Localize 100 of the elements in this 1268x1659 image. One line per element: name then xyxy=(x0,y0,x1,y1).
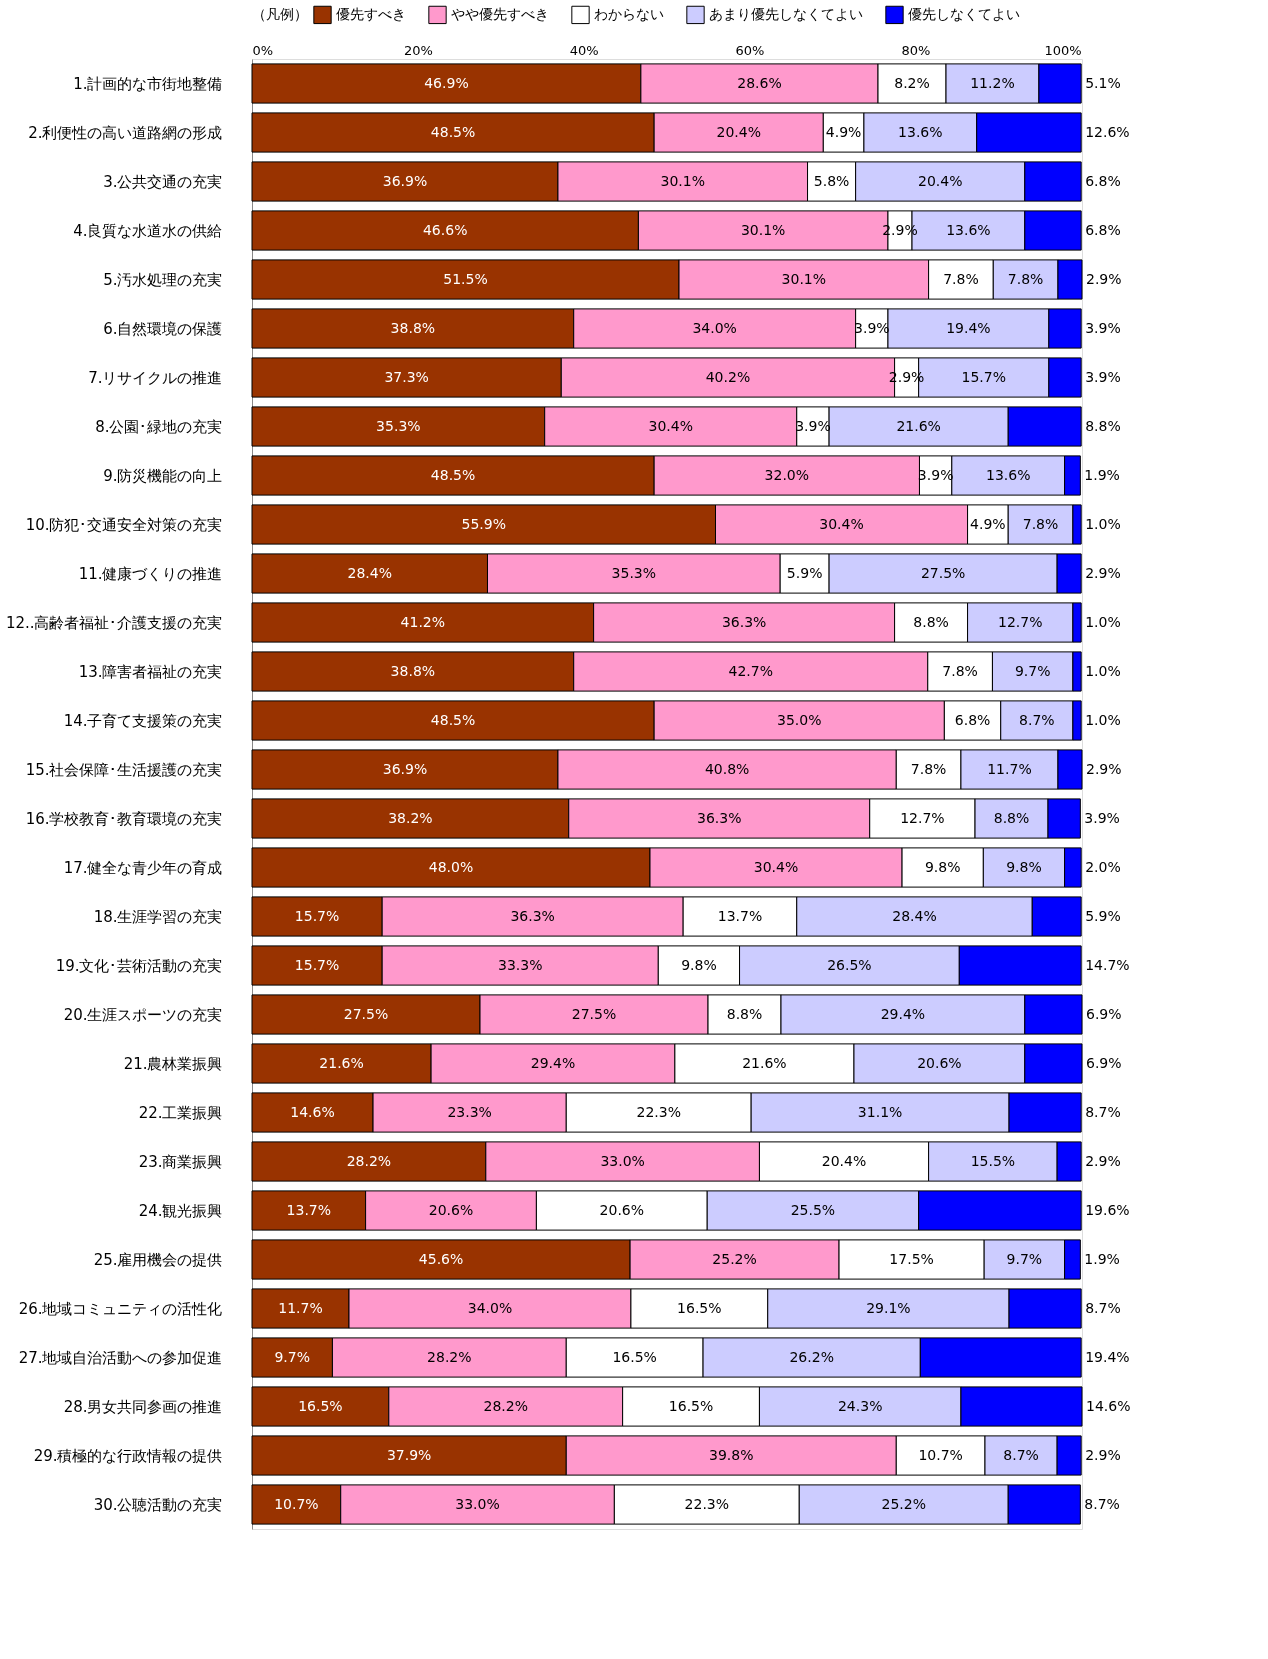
data-label: 8.7% xyxy=(1019,711,1055,728)
y-tick-label: 11.健康づくりの推進 xyxy=(78,564,223,583)
data-label: 24.3% xyxy=(837,1397,883,1414)
data-label: 35.3% xyxy=(376,417,421,434)
y-tick-label: 13.障害者福祉の充実 xyxy=(78,662,223,681)
data-label: 7.8% xyxy=(910,760,947,777)
data-label: 48.5% xyxy=(430,711,476,728)
data-label: 31.1% xyxy=(857,1103,903,1120)
data-label: 48.5% xyxy=(430,466,476,483)
data-label: 33.3% xyxy=(497,956,543,973)
x-tick-label: 100% xyxy=(1044,42,1082,58)
data-label: 45.6% xyxy=(418,1250,464,1267)
data-label: 16.5% xyxy=(677,1299,722,1316)
y-tick-label: 24.観光振興 xyxy=(138,1201,223,1220)
data-label: 40.2% xyxy=(705,368,751,385)
data-label: 36.3% xyxy=(697,809,742,826)
data-label: 28.2% xyxy=(427,1348,472,1365)
data-label: 3.9% xyxy=(1084,809,1120,826)
data-label: 28.4% xyxy=(347,564,392,581)
legend-label: わからない xyxy=(594,5,664,22)
x-tick-label: 0% xyxy=(252,42,274,58)
data-label: 42.7% xyxy=(728,662,773,679)
data-label: 55.9% xyxy=(461,515,506,532)
data-label: 36.3% xyxy=(721,613,767,630)
data-label: 12.7% xyxy=(997,613,1043,630)
data-label: 9.8% xyxy=(1006,858,1042,875)
y-tick-label: 29.積極的な行政情報の提供 xyxy=(33,1446,223,1465)
data-label: 41.2% xyxy=(400,613,446,630)
data-label: 1.0% xyxy=(1085,613,1121,630)
data-label: 40.8% xyxy=(704,760,750,777)
data-label: 38.8% xyxy=(390,319,436,336)
data-label: 25.5% xyxy=(790,1201,836,1218)
y-tick-label: 7.リサイクルの推進 xyxy=(88,368,223,387)
data-label: 1.9% xyxy=(1084,1250,1120,1267)
legend-label: 優先しなくてよい xyxy=(908,5,1020,22)
data-label: 16.5% xyxy=(668,1397,714,1414)
data-label: 37.3% xyxy=(384,368,429,385)
data-label: 13.7% xyxy=(717,907,763,924)
data-label: 27.5% xyxy=(571,1005,617,1022)
data-label: 2.9% xyxy=(1085,1152,1121,1169)
data-label: 13.6% xyxy=(898,123,943,140)
data-label: 3.9% xyxy=(1085,368,1121,385)
data-label: 13.6% xyxy=(985,466,1031,483)
data-label: 48.5% xyxy=(430,123,476,140)
data-label: 25.2% xyxy=(712,1250,757,1267)
data-label: 1.0% xyxy=(1085,711,1121,728)
y-tick-label: 15.社会保障･生活援護の充実 xyxy=(25,760,223,779)
data-label: 33.0% xyxy=(600,1152,645,1169)
data-label: 8.8% xyxy=(993,809,1030,826)
data-label: 34.0% xyxy=(692,319,737,336)
data-label: 16.5% xyxy=(298,1397,343,1414)
data-label: 6.9% xyxy=(1086,1054,1122,1071)
data-label: 5.8% xyxy=(813,172,850,189)
data-label: 6.9% xyxy=(1086,1005,1122,1022)
data-label: 7.8% xyxy=(942,662,978,679)
data-label: 22.3% xyxy=(684,1495,730,1512)
y-tick-label: 26.地域コミュニティの活性化 xyxy=(18,1299,223,1318)
data-label: 28.6% xyxy=(737,74,782,91)
y-tick-label: 27.地域自治活動への参加促進 xyxy=(18,1348,223,1367)
data-label: 26.5% xyxy=(827,956,872,973)
data-label: 29.1% xyxy=(866,1299,911,1316)
y-tick-label: 14.子育て支援策の充実 xyxy=(63,711,223,730)
data-label: 15.7% xyxy=(294,956,340,973)
data-label: 8.7% xyxy=(1084,1495,1120,1512)
data-label: 32.0% xyxy=(764,466,810,483)
data-label: 8.7% xyxy=(1085,1299,1121,1316)
y-tick-label: 10.防犯･交通安全対策の充実 xyxy=(25,515,223,534)
data-label: 20.4% xyxy=(716,123,761,140)
y-tick-label: 9.防災機能の向上 xyxy=(103,466,223,485)
y-tick-label: 6.自然環境の保護 xyxy=(103,319,223,338)
data-label: 30.1% xyxy=(660,172,705,189)
y-tick-label: 17.健全な青少年の育成 xyxy=(63,858,223,877)
data-label: 39.8% xyxy=(709,1446,754,1463)
data-label: 30.1% xyxy=(740,221,786,238)
data-label: 15.7% xyxy=(961,368,1006,385)
data-label: 8.7% xyxy=(1085,1103,1121,1120)
data-label: 2.9% xyxy=(1086,760,1122,777)
data-label: 6.8% xyxy=(1085,221,1121,238)
x-tick-label: 20% xyxy=(403,42,433,58)
data-label: 1.9% xyxy=(1084,466,1120,483)
data-label: 30.4% xyxy=(753,858,799,875)
y-tick-label: 4.良質な水道水の供給 xyxy=(73,221,223,240)
data-label: 20.6% xyxy=(917,1054,962,1071)
legend-label: やや優先すべき xyxy=(451,5,549,22)
data-label: 51.5% xyxy=(443,270,488,287)
legend-label: あまり優先しなくてよい xyxy=(709,5,863,22)
data-label: 9.8% xyxy=(924,858,961,875)
y-tick-label: 20.生涯スポーツの充実 xyxy=(63,1005,223,1024)
data-label: 19.6% xyxy=(1085,1201,1130,1218)
data-label: 1.0% xyxy=(1085,515,1121,532)
data-label: 17.5% xyxy=(889,1250,934,1267)
data-label: 10.7% xyxy=(918,1446,963,1463)
data-label: 15.5% xyxy=(970,1152,1016,1169)
data-label: 8.8% xyxy=(726,1005,763,1022)
data-label: 2.9% xyxy=(1086,270,1122,287)
data-label: 35.0% xyxy=(777,711,822,728)
data-label: 6.8% xyxy=(1085,172,1121,189)
data-label: 4.9% xyxy=(825,123,862,140)
y-tick-label: 18.生涯学習の充実 xyxy=(93,907,223,926)
data-label: 22.3% xyxy=(636,1103,681,1120)
